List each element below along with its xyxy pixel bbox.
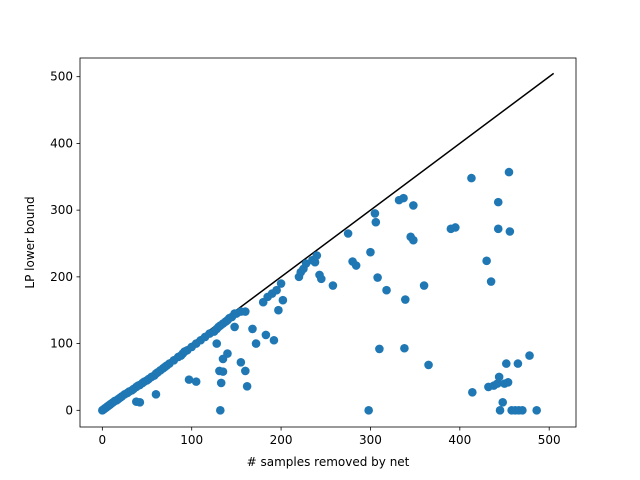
scatter-point — [241, 307, 250, 316]
x-tick-label: 100 — [180, 433, 203, 447]
scatter-point — [399, 193, 408, 203]
scatter-point — [382, 285, 391, 295]
scatter-point — [261, 330, 271, 340]
scatter-point — [419, 281, 429, 290]
x-tick-label: 500 — [538, 433, 561, 447]
scatter-point — [191, 377, 201, 386]
scatter-point — [230, 322, 239, 332]
scatter-point — [495, 406, 505, 415]
scatter-point — [498, 398, 508, 407]
scatter-point — [493, 197, 503, 207]
x-tick-label: 0 — [99, 433, 107, 447]
scatter-point — [276, 279, 286, 288]
scatter-point — [216, 378, 226, 388]
scatter-point — [223, 349, 232, 358]
scatter-point — [151, 390, 161, 399]
y-tick-label: 100 — [50, 337, 73, 351]
plot-frame — [79, 57, 577, 428]
scatter-point — [251, 339, 261, 348]
scatter-point — [212, 339, 222, 348]
scatter-point — [504, 167, 514, 177]
scatter-point — [373, 273, 382, 282]
axes: 0 100 200 300 400 500 0 100 200 300 400 500 — [50, 57, 577, 447]
scatter-point — [248, 324, 257, 334]
scatter-point — [493, 379, 502, 388]
scatter-point — [272, 285, 281, 295]
scatter-point — [468, 388, 477, 397]
scatter-point — [242, 381, 252, 391]
scatter-point — [351, 261, 361, 270]
scatter-point — [525, 351, 534, 360]
scatter-point — [241, 366, 250, 376]
scatter-point — [184, 375, 194, 384]
y-tick-label: 500 — [50, 70, 73, 84]
scatter-point — [310, 257, 320, 267]
x-axis-label: # samples removed by net — [247, 455, 410, 469]
x-tick-label: 200 — [270, 433, 293, 447]
scatter-point — [400, 343, 409, 353]
scatter-point — [236, 357, 246, 367]
x-tick-label: 400 — [448, 433, 471, 447]
scatter-point — [451, 223, 460, 232]
scatter-point — [343, 229, 353, 238]
y-tick-label: 400 — [50, 136, 73, 150]
scatter-point — [493, 224, 503, 234]
scatter-point — [135, 398, 145, 407]
scatter-point — [401, 295, 410, 304]
scatter-point — [278, 295, 288, 305]
scatter-point — [518, 406, 527, 415]
y-tick-label: 300 — [50, 203, 73, 217]
scatter-point — [409, 235, 418, 245]
scatter-point — [316, 274, 326, 284]
scatter-point — [532, 406, 541, 415]
y-tick-label: 200 — [50, 270, 73, 284]
scatter-point — [482, 256, 491, 266]
y-axis-label: LP lower bound — [23, 196, 37, 288]
scatter-point — [503, 377, 513, 387]
scatter-point — [364, 406, 373, 415]
scatter-point — [409, 201, 418, 210]
plot-area — [98, 72, 555, 415]
scatter-point — [216, 406, 225, 415]
scatter-point — [505, 227, 515, 236]
scatter-point — [312, 251, 322, 260]
scatter-point — [486, 277, 496, 286]
scatter-point — [424, 360, 433, 370]
y-tick-label: 0 — [65, 403, 73, 417]
scatter-point — [274, 305, 283, 315]
scatter-point — [467, 173, 476, 183]
scatter-point — [269, 335, 279, 345]
scatter-point — [366, 247, 375, 257]
scatter-point — [218, 367, 228, 376]
x-tick-label: 300 — [359, 433, 382, 447]
scatter-point — [370, 209, 380, 218]
scatter-point — [513, 359, 523, 368]
scatter-point — [501, 359, 511, 368]
scatter-point — [371, 217, 381, 227]
scatter-point — [375, 344, 384, 354]
scatter-point — [328, 281, 338, 290]
scatter-point — [494, 372, 504, 382]
